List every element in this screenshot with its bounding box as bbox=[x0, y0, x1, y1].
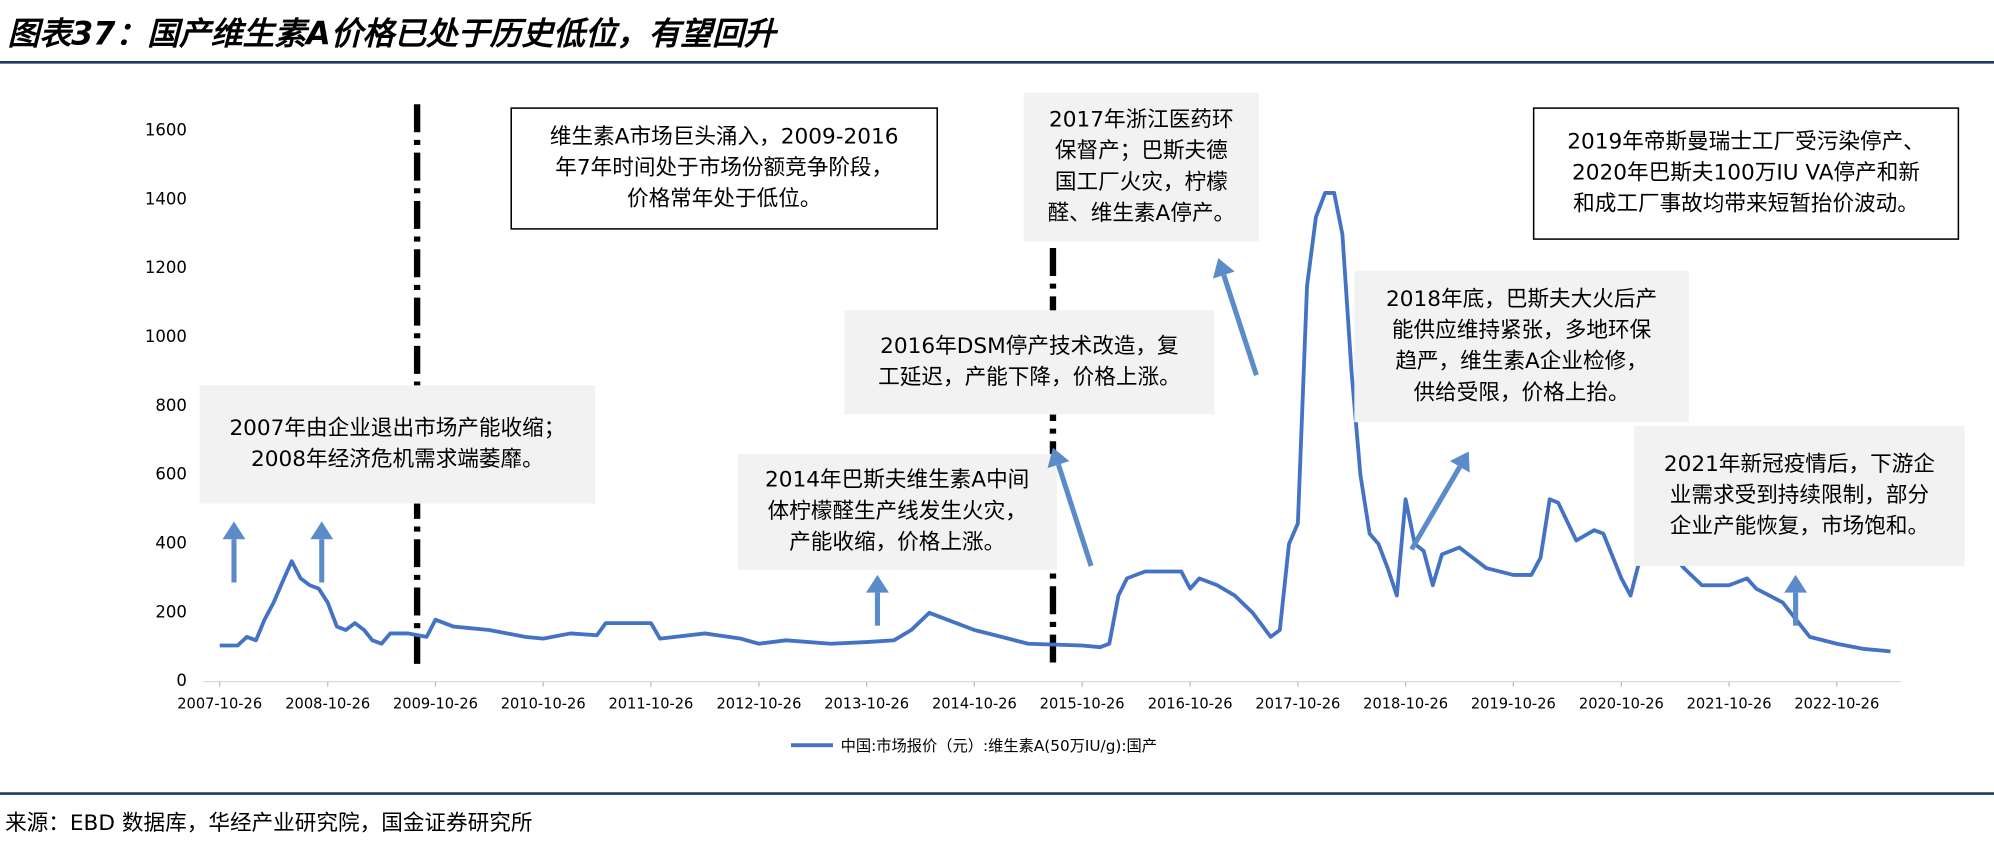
arrow-shaft bbox=[1221, 274, 1259, 376]
annotation-text: 2019年帝斯曼瑞士工厂受污染停产、 bbox=[1567, 129, 1925, 154]
y-tick-label: 1400 bbox=[145, 189, 187, 208]
x-tick-label: 2012-10-26 bbox=[716, 696, 801, 713]
arrow-shaft bbox=[1055, 463, 1094, 567]
x-tick-label: 2010-10-26 bbox=[501, 696, 586, 713]
x-tick-label: 2008-10-26 bbox=[285, 696, 370, 713]
arrow-head bbox=[222, 521, 246, 540]
x-tick-label: 2014-10-26 bbox=[932, 696, 1017, 713]
y-tick-label: 400 bbox=[155, 533, 187, 552]
source: 来源：EBD 数据库，华经产业研究院，国金证券研究所 bbox=[5, 811, 532, 836]
arrow-head bbox=[1212, 258, 1235, 279]
x-tick-label: 2021-10-26 bbox=[1687, 696, 1772, 713]
legend-label: 中国:市场报价（元）:维生素A(50万IU/g):国产 bbox=[841, 737, 1157, 755]
annotation-text: 2018年底，巴斯夫大火后产 bbox=[1386, 287, 1657, 312]
annotation-text: 国工厂火灾，柠檬 bbox=[1055, 170, 1228, 195]
x-tick-label: 2020-10-26 bbox=[1579, 696, 1664, 713]
arrow-head bbox=[866, 574, 889, 593]
annotation-text: 价格常年处于低位。 bbox=[627, 187, 821, 212]
annotation-text: 2007年由企业退出市场产能收缩； bbox=[229, 416, 565, 441]
annotation-text: 产能收缩，价格上涨。 bbox=[789, 530, 1005, 555]
annotation-text: 维生素A市场巨头涌入，2009-2016 bbox=[550, 124, 899, 149]
y-tick-label: 800 bbox=[155, 396, 187, 415]
annotation-text: 业需求受到持续限制，部分 bbox=[1670, 483, 1929, 508]
annotation-text: 2020年巴斯夫100万IU VA停产和新 bbox=[1572, 161, 1920, 186]
annotation-text: 2017年浙江医药环 bbox=[1049, 108, 1234, 133]
annotation-box bbox=[1532, 107, 1960, 240]
annotation-text: 工延迟，产能下降，价格上涨。 bbox=[878, 365, 1181, 390]
annotation-text: 醛、维生素A停产。 bbox=[1048, 201, 1236, 226]
annotation-box bbox=[737, 454, 1057, 570]
y-tick-label: 600 bbox=[155, 465, 187, 484]
arrow-head bbox=[1449, 451, 1470, 473]
annotation-box bbox=[199, 385, 596, 504]
x-tick-label: 2022-10-26 bbox=[1794, 696, 1879, 713]
x-tick-label: 2009-10-26 bbox=[393, 696, 478, 713]
data-line bbox=[219, 191, 1891, 654]
arrow-head bbox=[310, 521, 334, 540]
x-tick-label: 2015-10-26 bbox=[1040, 696, 1125, 713]
y-tick-label: 200 bbox=[155, 602, 187, 621]
annotation-box bbox=[1354, 270, 1689, 423]
annotation-text: 2008年经济危机需求端萎靡。 bbox=[251, 447, 544, 472]
x-tick-label: 2011-10-26 bbox=[608, 696, 693, 713]
annotation-text: 2014年巴斯夫维生素A中间 bbox=[765, 468, 1029, 493]
annotation-box bbox=[1634, 426, 1965, 566]
y-tick-label: 0 bbox=[176, 671, 187, 690]
x-tick-label: 2007-10-26 bbox=[177, 696, 262, 713]
annotation-text: 年7年时间处于市场份额竞争阶段， bbox=[555, 156, 893, 181]
annotation-box bbox=[844, 310, 1215, 415]
arrow-head bbox=[1047, 447, 1070, 469]
x-tick-label: 2016-10-26 bbox=[1148, 696, 1233, 713]
y-tick-label: 1000 bbox=[145, 327, 187, 346]
arrow-head bbox=[1784, 574, 1808, 593]
chart-title: 图表37：国产维生素A价格已处于历史低位，有望回升 bbox=[8, 16, 779, 53]
x-tick-label: 2018-10-26 bbox=[1363, 696, 1448, 713]
y-tick-label: 1200 bbox=[145, 258, 187, 277]
x-tick-label: 2013-10-26 bbox=[824, 696, 909, 713]
y-tick-label: 1600 bbox=[145, 120, 187, 139]
annotation-text: 2021年新冠疫情后，下游企 bbox=[1664, 452, 1935, 477]
annotation-text: 趋严，维生素A企业检修， bbox=[1395, 349, 1648, 374]
annotation-text: 保督产；巴斯夫德 bbox=[1055, 139, 1228, 164]
annotation-text: 2016年DSM停产技术改造，复 bbox=[880, 334, 1178, 359]
annotation-text: 企业产能恢复，市场饱和。 bbox=[1670, 514, 1929, 539]
annotation-box bbox=[510, 107, 938, 230]
x-tick-label: 2017-10-26 bbox=[1255, 696, 1340, 713]
annotation-text: 和成工厂事故均带来短暂抬价波动。 bbox=[1573, 192, 1919, 217]
x-tick-label: 2019-10-26 bbox=[1471, 696, 1556, 713]
annotation-text: 能供应维持紧张，多地环保 bbox=[1392, 318, 1652, 343]
annotation-box bbox=[1023, 92, 1259, 242]
annotation-text: 供给受限，价格上抬。 bbox=[1414, 380, 1630, 405]
annotation-text: 体柠檬醛生产线发生火灾， bbox=[768, 499, 1027, 524]
arrow-shaft bbox=[1409, 465, 1463, 551]
